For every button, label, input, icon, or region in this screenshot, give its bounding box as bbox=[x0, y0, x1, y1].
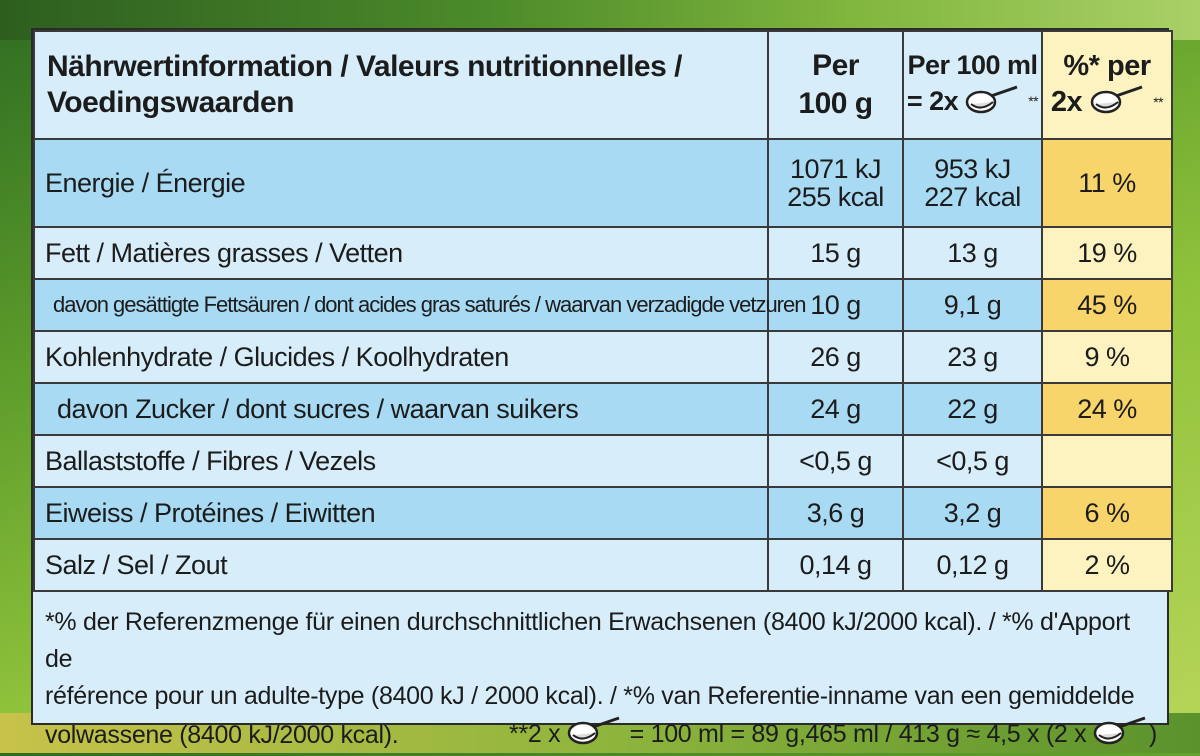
header-percent-2x: 2x bbox=[1050, 85, 1083, 118]
header-per-100ml-stars: ** bbox=[1028, 93, 1039, 110]
row-label: Eiweiss / Protéines / Eiwitten bbox=[33, 486, 769, 540]
row-per-100g: <0,5 g bbox=[767, 434, 904, 488]
table-row: Energie / Énergie 1071 kJ 255 kcal 953 k… bbox=[33, 138, 1173, 228]
row-per-100ml: <0,5 g bbox=[902, 434, 1043, 488]
row-per-100ml: 22 g bbox=[902, 382, 1043, 436]
footnote-line3: volwassene (8400 kJ/2000 kcal). **2 x = … bbox=[45, 715, 1157, 756]
table-row: Salz / Sel / Zout 0,14 g 0,12 g 2 % bbox=[33, 538, 1173, 592]
row-per-100g: 24 g bbox=[767, 382, 904, 436]
row-per-100ml: 0,12 g bbox=[902, 538, 1043, 592]
header-percent-line1: %* per bbox=[1063, 49, 1151, 82]
energy-kj-100g: 1071 kJ bbox=[789, 154, 882, 184]
row-per-100g: 15 g bbox=[767, 226, 904, 280]
row-percent: 6 % bbox=[1041, 486, 1173, 540]
row-percent: 2 % bbox=[1041, 538, 1173, 592]
row-percent bbox=[1041, 434, 1173, 488]
row-label: Ballaststoffe / Fibres / Vezels bbox=[33, 434, 769, 488]
row-label: Salz / Sel / Zout bbox=[33, 538, 769, 592]
nutrition-table: Nährwertinformation / Valeurs nutritionn… bbox=[33, 30, 1173, 592]
footnote-line1: *% der Referenzmenge für einen durchschn… bbox=[45, 608, 1130, 673]
row-per-100g: 3,6 g bbox=[767, 486, 904, 540]
header-per-100g: Per 100 g bbox=[767, 30, 904, 140]
footnote-serving-info: **2 x = 100 ml = 89 g,465 ml / 413 g ≈ 4… bbox=[509, 715, 1157, 756]
table-row: Kohlenhydrate / Glucides / Koolhydraten … bbox=[33, 330, 1173, 384]
row-per-100ml: 953 kJ 227 kcal bbox=[902, 138, 1043, 228]
header-per-100ml: Per 100 ml = 2x ** bbox=[902, 30, 1043, 140]
nutrition-panel: Nährwertinformation / Valeurs nutritionn… bbox=[31, 28, 1173, 749]
row-percent: 19 % bbox=[1041, 226, 1173, 280]
row-label: davon gesättigte Fettsäuren / dont acide… bbox=[33, 278, 806, 332]
row-per-100g: 26 g bbox=[767, 330, 904, 384]
energy-kcal-100ml: 227 kcal bbox=[924, 182, 1021, 212]
row-percent: 45 % bbox=[1041, 278, 1173, 332]
table-row: Eiweiss / Protéines / Eiwitten 3,6 g 3,2… bbox=[33, 486, 1173, 540]
table-row: Ballaststoffe / Fibres / Vezels <0,5 g <… bbox=[33, 434, 1173, 488]
row-percent: 11 % bbox=[1041, 138, 1173, 228]
row-per-100ml: 3,2 g bbox=[902, 486, 1043, 540]
row-per-100ml: 13 g bbox=[902, 226, 1043, 280]
footnote-line3-left: volwassene (8400 kJ/2000 kcal). bbox=[45, 721, 399, 749]
row-per-100g: 10 g bbox=[767, 278, 904, 332]
header-percent-line2: 2x ** bbox=[1043, 84, 1171, 123]
header-title: Nährwertinformation / Valeurs nutritionn… bbox=[33, 30, 769, 140]
footnote: *% der Referenzmenge für einen durchschn… bbox=[33, 592, 1167, 756]
header-percent: %* per 2x ** bbox=[1041, 30, 1173, 140]
header-per-100g-line1: Per bbox=[812, 49, 859, 82]
table-row: davon Zucker / dont sucres / waarvan sui… bbox=[33, 382, 1173, 436]
header-per-100ml-line2: = 2x ** bbox=[904, 83, 1041, 122]
table-header-row: Nährwertinformation / Valeurs nutritionn… bbox=[33, 30, 1173, 140]
row-per-100ml: 23 g bbox=[902, 330, 1043, 384]
header-per-100g-line2: 100 g bbox=[798, 87, 873, 120]
row-label: Kohlenhydrate / Glucides / Koolhydraten bbox=[33, 330, 769, 384]
footnote-line2: référence pour un adulte-type (8400 kJ /… bbox=[45, 682, 1135, 710]
footnote-serving-suffix: = 100 ml = 89 g,465 ml / 413 g ≈ 4,5 x (… bbox=[629, 720, 1087, 749]
table-row: Fett / Matières grasses / Vetten 15 g 13… bbox=[33, 226, 1173, 280]
energy-kcal-100g: 255 kcal bbox=[787, 182, 884, 212]
row-per-100g: 0,14 g bbox=[767, 538, 904, 592]
header-title-line2: Voedingswaarden bbox=[47, 86, 295, 119]
footnote-serving-end: ) bbox=[1148, 720, 1157, 749]
scoop-spoon-icon bbox=[1093, 715, 1149, 756]
header-percent-stars: ** bbox=[1153, 93, 1164, 110]
scoop-spoon-icon bbox=[1090, 84, 1146, 123]
header-per-100ml-line1: Per 100 ml bbox=[907, 50, 1038, 81]
header-per-100ml-2x: = 2x bbox=[906, 86, 959, 117]
table-row: davon gesättigte Fettsäuren / dont acide… bbox=[33, 278, 1173, 332]
row-label: davon Zucker / dont sucres / waarvan sui… bbox=[33, 382, 769, 436]
footnote-serving-prefix: **2 x bbox=[509, 720, 561, 749]
row-percent: 24 % bbox=[1041, 382, 1173, 436]
row-label: Energie / Énergie bbox=[33, 138, 769, 228]
scoop-spoon-icon bbox=[965, 84, 1021, 123]
row-per-100ml: 9,1 g bbox=[902, 278, 1043, 332]
row-percent: 9 % bbox=[1041, 330, 1173, 384]
scoop-spoon-icon bbox=[567, 715, 623, 756]
header-title-line1: Nährwertinformation / Valeurs nutritionn… bbox=[47, 50, 682, 83]
row-label: Fett / Matières grasses / Vetten bbox=[33, 226, 769, 280]
row-per-100g: 1071 kJ 255 kcal bbox=[767, 138, 904, 228]
energy-kj-100ml: 953 kJ bbox=[934, 154, 1011, 184]
